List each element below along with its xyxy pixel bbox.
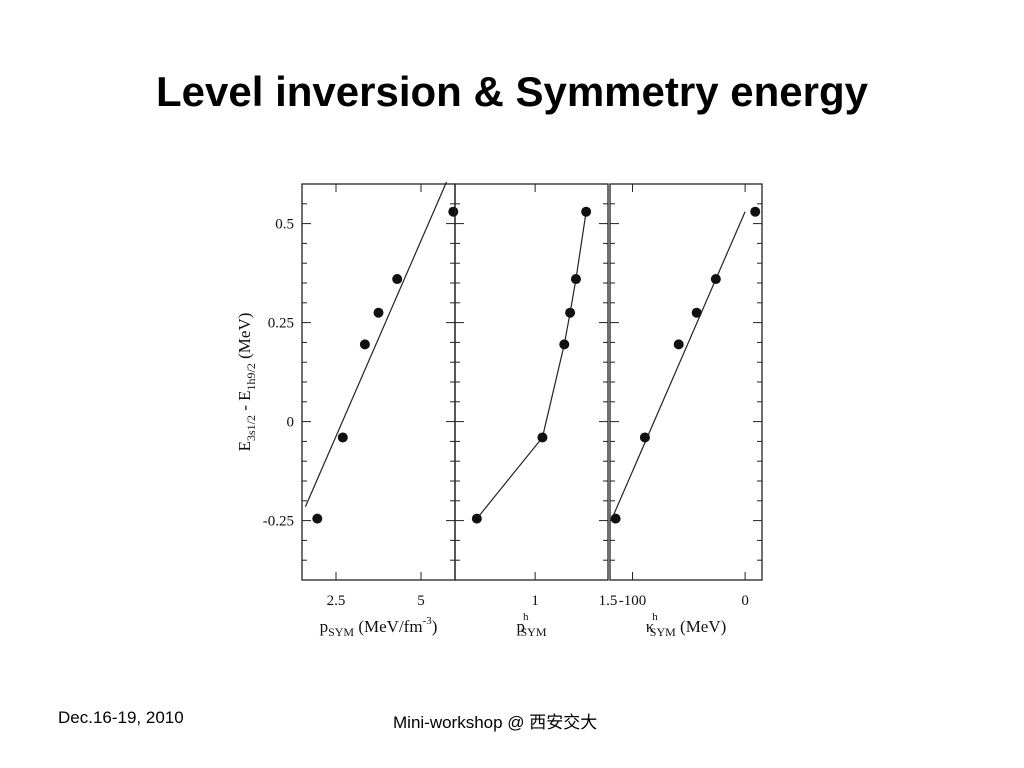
plot-frame-left bbox=[301, 183, 456, 581]
x-tick-label: -100 bbox=[619, 593, 647, 609]
data-point bbox=[639, 432, 650, 443]
footer-date: Dec.16-19, 2010 bbox=[58, 708, 184, 727]
data-point bbox=[570, 274, 581, 285]
data-point bbox=[581, 206, 592, 217]
data-point bbox=[471, 513, 482, 524]
footer-event: Mini-workshop @ 西安交大 bbox=[393, 713, 598, 732]
x-tick-label: 0 bbox=[741, 593, 749, 609]
slide-title: Level inversion & Symmetry energy bbox=[156, 68, 868, 115]
data-point bbox=[610, 513, 621, 524]
data-point bbox=[312, 513, 323, 524]
x-tick-label: 2.5 bbox=[327, 593, 346, 609]
x-axis-label-left: pSYM (MeV/fm-3) bbox=[320, 615, 438, 639]
plot-frame-right bbox=[609, 183, 763, 581]
data-point bbox=[750, 206, 761, 217]
data-point bbox=[559, 339, 570, 350]
data-point bbox=[537, 432, 548, 443]
x-tick-label: 1.5 bbox=[599, 593, 618, 609]
fit-line-left bbox=[304, 181, 448, 507]
data-point bbox=[710, 274, 721, 285]
series-line-middle bbox=[476, 211, 587, 519]
y-tick-label: 0.25 bbox=[268, 316, 294, 332]
data-point bbox=[337, 432, 348, 443]
data-point bbox=[565, 307, 576, 318]
x-axis-label-right: κh SYM (MeV) bbox=[646, 611, 727, 639]
y-tick-label: 0.5 bbox=[275, 217, 294, 233]
data-point bbox=[673, 339, 684, 350]
fit-line-right bbox=[610, 211, 746, 521]
y-tick-label: 0 bbox=[287, 415, 295, 431]
data-point bbox=[373, 307, 384, 318]
data-point bbox=[359, 339, 370, 350]
y-tick-label: -0.25 bbox=[263, 514, 294, 530]
x-axis-label-middle: ph SYM bbox=[516, 611, 546, 639]
x-tick-label: 5 bbox=[417, 593, 425, 609]
data-point bbox=[691, 307, 702, 318]
y-axis-label: E3s1/2 - E1h9/2 (MeV) bbox=[235, 313, 258, 452]
x-tick-label: 1 bbox=[531, 593, 539, 609]
data-point bbox=[448, 206, 459, 217]
data-point bbox=[392, 274, 403, 285]
